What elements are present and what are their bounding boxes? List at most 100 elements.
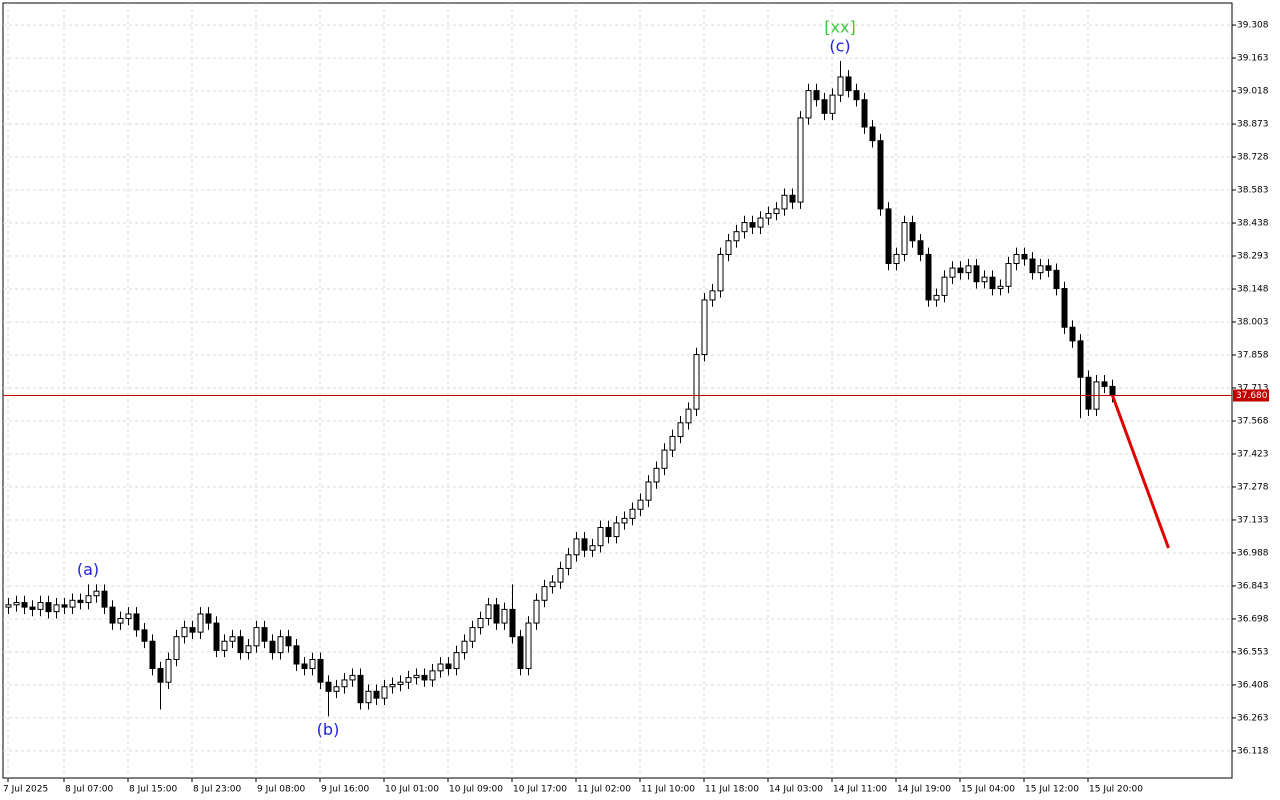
candle-body: [477, 617, 484, 629]
candle-body: [797, 117, 804, 203]
y-tick-label: 38.148: [1237, 285, 1269, 295]
wave-label: [xx]: [824, 18, 855, 37]
candle-body: [213, 622, 220, 651]
x-tick-label: 10 Jul 09:00: [449, 785, 503, 795]
candle-body: [421, 674, 428, 681]
candle-body: [1045, 265, 1052, 271]
candle-body: [557, 567, 564, 583]
x-tick-label: 14 Jul 03:00: [769, 785, 823, 795]
candle-body: [693, 354, 700, 410]
candle-body: [437, 663, 444, 672]
candle-body: [277, 636, 284, 654]
candle-body: [541, 586, 548, 601]
candle-body: [93, 590, 100, 597]
candle-body: [549, 581, 556, 588]
candle-body: [669, 435, 676, 451]
candle-body: [717, 253, 724, 292]
candle-body: [581, 538, 588, 551]
candle-body: [117, 617, 124, 624]
candle-body: [597, 526, 604, 547]
candle-body: [381, 686, 388, 699]
candle-body: [989, 276, 996, 290]
y-tick-label: 38.293: [1237, 252, 1269, 262]
candle-body: [829, 94, 836, 114]
candle-body: [749, 222, 756, 228]
y-tick-label: 36.263: [1237, 713, 1269, 723]
candle-body: [1085, 376, 1092, 410]
candle-body: [509, 608, 516, 638]
candle-body: [453, 652, 460, 670]
y-tick-label: 37.568: [1237, 416, 1269, 426]
candle-body: [981, 276, 988, 283]
x-tick-label: 11 Jul 10:00: [641, 785, 695, 795]
candle-body: [285, 636, 292, 647]
candle-body: [309, 658, 316, 670]
candle-body: [101, 590, 108, 608]
candle-body: [269, 640, 276, 654]
price-label-box: [1233, 389, 1269, 402]
x-tick-label: 15 Jul 12:00: [1025, 785, 1079, 795]
candle-body: [861, 99, 868, 128]
candle-body: [197, 613, 204, 633]
x-tick-label: 15 Jul 04:00: [961, 785, 1015, 795]
grid: [3, 3, 1232, 778]
candle-body: [317, 658, 324, 683]
candle-body: [61, 604, 68, 608]
wave-label: (c): [829, 37, 850, 56]
y-tick-label: 39.163: [1237, 54, 1269, 64]
candle-body: [1077, 340, 1084, 378]
candle-body: [997, 285, 1004, 290]
candle-body: [757, 217, 764, 228]
candle-body: [893, 253, 900, 265]
x-tick-label: 15 Jul 20:00: [1089, 785, 1143, 795]
candle-body: [909, 222, 916, 242]
candle-body: [653, 467, 660, 483]
candle-body: [853, 90, 860, 101]
candle-body: [5, 604, 12, 608]
candle-body: [149, 640, 156, 670]
candle-body: [293, 645, 300, 665]
candle-body: [501, 608, 508, 624]
y-tick-label: 36.118: [1237, 746, 1269, 756]
candle-body: [533, 599, 540, 624]
candle-body: [957, 267, 964, 274]
candle-body: [221, 640, 228, 651]
candle-body: [165, 658, 172, 683]
candle-body: [589, 545, 596, 551]
candle-body: [141, 629, 148, 642]
candle-body: [733, 231, 740, 242]
candle-body: [949, 267, 956, 278]
y-tick-label: 39.018: [1237, 87, 1269, 97]
candle-body: [389, 683, 396, 688]
candle-body: [1061, 288, 1068, 328]
candle-body: [1029, 258, 1036, 274]
candle-body: [85, 595, 92, 604]
candle-body: [21, 602, 28, 608]
candle-body: [373, 690, 380, 699]
candle-body: [837, 76, 844, 96]
candle-body: [941, 276, 948, 296]
x-tick-label: 8 Jul 07:00: [65, 785, 114, 795]
candle-body: [805, 90, 812, 119]
candle-body: [1013, 253, 1020, 265]
price-label: 37.680: [1236, 391, 1268, 401]
candle-body: [573, 538, 580, 556]
candle-body: [565, 554, 572, 569]
candle-body: [917, 240, 924, 255]
candle-body: [493, 604, 500, 624]
candle-body: [429, 670, 436, 681]
x-tick-label: 11 Jul 18:00: [705, 785, 759, 795]
candle-body: [189, 627, 196, 633]
x-tick-label: 9 Jul 16:00: [321, 785, 370, 795]
candle-body: [205, 613, 212, 624]
candle-body: [773, 208, 780, 214]
x-tick-label: 9 Jul 08:00: [257, 785, 306, 795]
candle-body: [485, 604, 492, 619]
candle-body: [605, 526, 612, 538]
y-tick-label: 39.308: [1237, 21, 1269, 31]
candle-body: [645, 481, 652, 501]
candle-body: [1005, 263, 1012, 287]
y-tick-label: 36.843: [1237, 581, 1269, 591]
candle-body: [1053, 269, 1060, 290]
candle-body: [245, 645, 252, 654]
